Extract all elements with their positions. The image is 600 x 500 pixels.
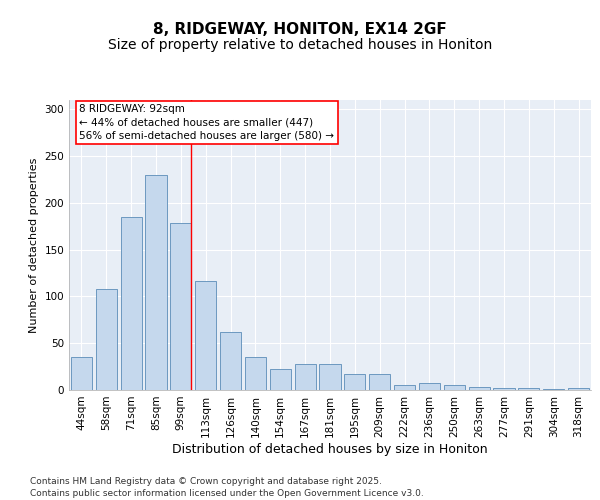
Bar [344,374,365,390]
Bar [170,224,191,390]
Bar [245,358,266,390]
Bar [220,332,241,390]
Bar [394,386,415,390]
Bar [195,282,216,390]
Bar [369,374,390,390]
Text: Size of property relative to detached houses in Honiton: Size of property relative to detached ho… [108,38,492,52]
Bar [96,289,117,390]
Bar [270,370,291,390]
Bar [419,384,440,390]
Bar [145,175,167,390]
Bar [493,388,515,390]
Y-axis label: Number of detached properties: Number of detached properties [29,158,39,332]
X-axis label: Distribution of detached houses by size in Honiton: Distribution of detached houses by size … [172,442,488,456]
Bar [543,389,564,390]
Text: 8 RIDGEWAY: 92sqm
← 44% of detached houses are smaller (447)
56% of semi-detache: 8 RIDGEWAY: 92sqm ← 44% of detached hous… [79,104,334,141]
Bar [469,387,490,390]
Text: Contains HM Land Registry data © Crown copyright and database right 2025.
Contai: Contains HM Land Registry data © Crown c… [30,476,424,498]
Bar [568,388,589,390]
Bar [319,364,341,390]
Bar [71,358,92,390]
Text: 8, RIDGEWAY, HONITON, EX14 2GF: 8, RIDGEWAY, HONITON, EX14 2GF [153,22,447,38]
Bar [121,217,142,390]
Bar [295,364,316,390]
Bar [444,386,465,390]
Bar [518,388,539,390]
